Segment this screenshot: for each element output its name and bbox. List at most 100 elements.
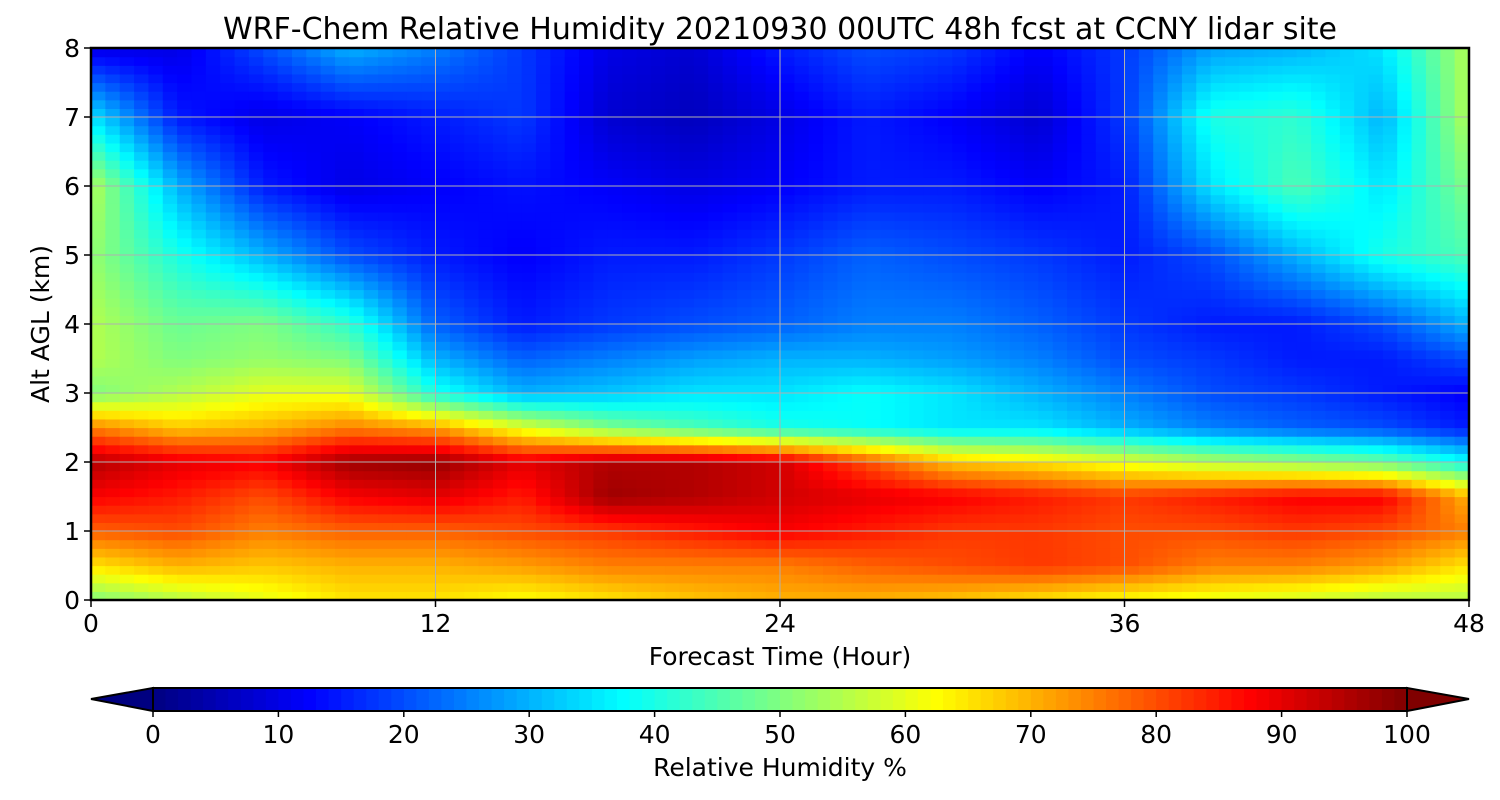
heatmap-cell bbox=[1282, 556, 1298, 567]
heatmap-cell bbox=[1253, 298, 1269, 308]
heatmap-cell bbox=[521, 574, 537, 584]
heatmap-cell bbox=[1052, 186, 1068, 196]
heatmap-cell bbox=[1411, 246, 1427, 256]
heatmap-cell bbox=[134, 229, 150, 239]
heatmap-cell bbox=[1095, 211, 1111, 222]
heatmap-cell bbox=[1224, 548, 1240, 558]
heatmap-cell bbox=[1110, 531, 1126, 541]
heatmap-cell bbox=[679, 298, 695, 308]
heatmap-cell bbox=[105, 324, 121, 334]
heatmap-cell bbox=[492, 444, 508, 454]
heatmap-cell bbox=[234, 574, 250, 584]
heatmap-cell bbox=[866, 272, 882, 282]
heatmap-cell bbox=[980, 315, 996, 325]
heatmap-cell bbox=[162, 574, 178, 584]
heatmap-cell bbox=[220, 582, 236, 592]
heatmap-cell bbox=[521, 341, 537, 351]
heatmap-cell bbox=[1368, 255, 1384, 265]
heatmap-cell bbox=[708, 306, 724, 316]
heatmap-cell bbox=[535, 349, 551, 360]
heatmap-cell bbox=[1368, 453, 1384, 463]
heatmap-cell bbox=[363, 496, 379, 506]
heatmap-cell bbox=[1153, 298, 1169, 308]
heatmap-cell bbox=[980, 220, 996, 230]
heatmap-cell bbox=[837, 289, 853, 299]
heatmap-cell bbox=[277, 462, 293, 472]
heatmap-cell bbox=[794, 168, 810, 178]
heatmap-cell bbox=[248, 479, 264, 489]
heatmap-cell bbox=[1052, 539, 1068, 549]
heatmap-cell bbox=[464, 177, 480, 187]
heatmap-cell bbox=[794, 272, 810, 282]
heatmap-cell bbox=[780, 272, 795, 282]
heatmap-cell bbox=[1296, 203, 1312, 213]
heatmap-cell bbox=[693, 384, 709, 394]
heatmap-cell bbox=[1081, 272, 1097, 282]
heatmap-cell bbox=[708, 375, 724, 385]
heatmap-cell bbox=[722, 160, 738, 170]
heatmap-cell bbox=[205, 263, 221, 273]
heatmap-cell bbox=[1038, 349, 1054, 360]
heatmap-cell bbox=[105, 315, 121, 325]
heatmap-cell bbox=[220, 289, 236, 299]
heatmap-cell bbox=[220, 186, 236, 196]
heatmap-cell bbox=[736, 401, 752, 411]
heatmap-cell bbox=[1339, 298, 1355, 308]
heatmap-cell bbox=[119, 505, 135, 515]
heatmap-cell bbox=[765, 186, 781, 196]
heatmap-cell bbox=[478, 427, 494, 437]
heatmap-cell bbox=[1224, 358, 1240, 368]
heatmap-cell bbox=[923, 565, 939, 575]
heatmap-cell bbox=[248, 384, 264, 394]
heatmap-cell bbox=[291, 427, 307, 437]
heatmap-cell bbox=[191, 539, 207, 549]
heatmap-cell bbox=[105, 263, 121, 273]
heatmap-cell bbox=[1425, 453, 1441, 463]
heatmap-cell bbox=[134, 479, 150, 489]
heatmap-cell bbox=[105, 255, 121, 265]
heatmap-cell bbox=[966, 436, 982, 446]
heatmap-cell bbox=[435, 255, 451, 265]
heatmap-cell bbox=[177, 384, 193, 394]
heatmap-cell bbox=[693, 298, 709, 308]
heatmap-cell bbox=[134, 410, 150, 420]
heatmap-cell bbox=[1382, 229, 1398, 239]
heatmap-cell bbox=[636, 151, 652, 161]
heatmap-cell bbox=[320, 177, 336, 187]
heatmap-cell bbox=[937, 591, 953, 601]
heatmap-cell bbox=[263, 168, 279, 178]
heatmap-cell bbox=[148, 522, 164, 532]
heatmap-cell bbox=[851, 410, 867, 420]
heatmap-cell bbox=[679, 324, 695, 334]
heatmap-cell bbox=[1138, 246, 1154, 256]
heatmap-cell bbox=[880, 289, 896, 299]
heatmap-cell bbox=[1081, 427, 1097, 437]
heatmap-cell bbox=[134, 237, 150, 247]
heatmap-cell bbox=[220, 410, 236, 420]
heatmap-cell bbox=[464, 462, 480, 472]
heatmap-cell bbox=[277, 237, 293, 247]
heatmap-cell bbox=[1124, 556, 1140, 567]
heatmap-cell bbox=[1224, 462, 1240, 472]
heatmap-cell bbox=[220, 522, 236, 532]
heatmap-cell bbox=[1024, 582, 1039, 592]
heatmap-cell bbox=[866, 186, 882, 196]
heatmap-cell bbox=[492, 410, 508, 420]
heatmap-cell bbox=[507, 427, 523, 437]
heatmap-cell bbox=[966, 255, 982, 265]
heatmap-cell bbox=[162, 229, 178, 239]
heatmap-cell bbox=[1181, 315, 1197, 325]
heatmap-cell bbox=[105, 505, 121, 515]
heatmap-cell bbox=[1354, 556, 1370, 567]
heatmap-cell bbox=[794, 211, 810, 222]
heatmap-cell bbox=[751, 574, 767, 584]
heatmap-cell bbox=[1024, 306, 1039, 316]
heatmap-cell bbox=[722, 306, 738, 316]
heatmap-cell bbox=[564, 384, 580, 394]
heatmap-cell bbox=[1110, 487, 1126, 498]
heatmap-cell bbox=[1009, 306, 1025, 316]
heatmap-cell bbox=[105, 453, 121, 463]
heatmap-cell bbox=[808, 315, 824, 325]
heatmap-cell bbox=[1440, 367, 1456, 377]
heatmap-cell bbox=[464, 393, 480, 403]
